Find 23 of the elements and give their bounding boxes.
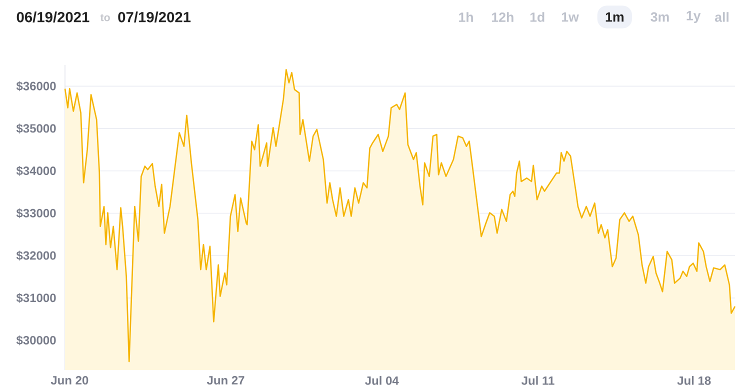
text: 07/19/2021 bbox=[118, 12, 191, 22]
text: 06/19/2021 bbox=[16, 12, 90, 22]
y-tick-label: $30000 bbox=[16, 335, 56, 346]
x-tick-label: Jul 11 bbox=[522, 376, 554, 385]
y-tick-label: $35000 bbox=[16, 124, 56, 134]
x-tick-label: Jun 20 bbox=[50, 376, 88, 385]
text: 1d bbox=[530, 12, 544, 22]
text: all bbox=[714, 12, 728, 22]
y-tick-label: $33000 bbox=[16, 208, 56, 218]
text: 3m bbox=[650, 12, 669, 22]
x-tick-label: Jul 04 bbox=[365, 376, 399, 385]
text: to bbox=[100, 14, 110, 22]
y-tick-label: $34000 bbox=[16, 166, 56, 176]
y-tick-label: $32000 bbox=[16, 250, 56, 261]
text: 1w bbox=[562, 12, 579, 22]
x-tick-label: Jul 18 bbox=[677, 376, 711, 385]
text: 1y bbox=[686, 11, 701, 23]
x-tick-label: Jun 27 bbox=[206, 376, 244, 385]
text: 12h bbox=[492, 12, 514, 22]
y-tick-label: $36000 bbox=[16, 81, 56, 92]
text: 1m bbox=[606, 12, 624, 22]
y-tick-label: $31000 bbox=[16, 293, 56, 303]
text: 1h bbox=[459, 12, 473, 22]
